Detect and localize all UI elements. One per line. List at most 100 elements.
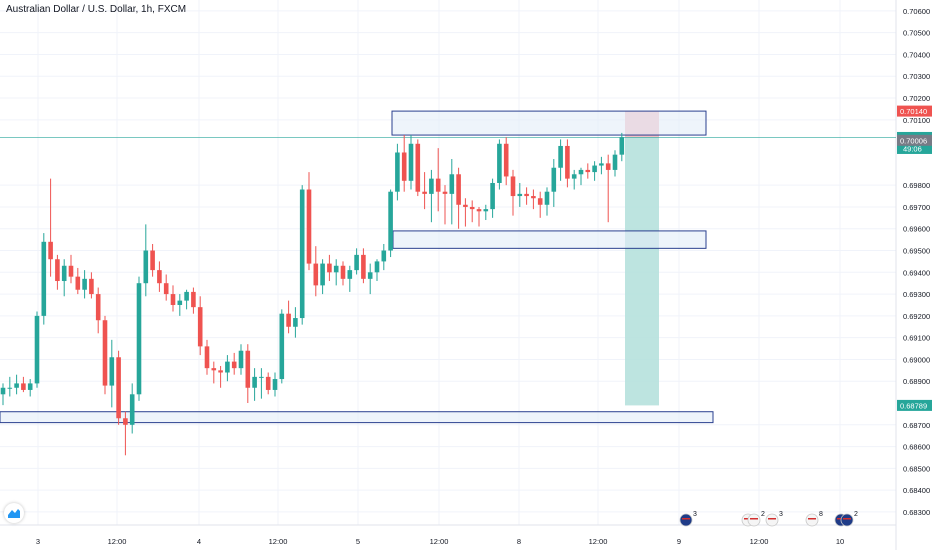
- candle-body[interactable]: [510, 176, 516, 197]
- candle-body[interactable]: [571, 174, 577, 179]
- candle-body[interactable]: [191, 291, 196, 308]
- candle-body[interactable]: [374, 261, 380, 273]
- candle-body[interactable]: [265, 376, 271, 390]
- candle-body[interactable]: [442, 191, 448, 194]
- candle-body[interactable]: [238, 350, 244, 369]
- candle-body[interactable]: [483, 209, 489, 212]
- candle-body[interactable]: [102, 320, 108, 386]
- candle-body[interactable]: [578, 169, 584, 175]
- candle-body[interactable]: [14, 383, 19, 388]
- candle-body[interactable]: [129, 394, 135, 425]
- candle-body[interactable]: [136, 283, 142, 395]
- candle-body[interactable]: [68, 265, 74, 277]
- candle-body[interactable]: [469, 206, 475, 210]
- candle-body[interactable]: [361, 254, 366, 279]
- candle-body[interactable]: [27, 383, 33, 390]
- candle-body[interactable]: [95, 294, 101, 321]
- candle-body[interactable]: [544, 191, 550, 205]
- candle-body[interactable]: [279, 313, 285, 380]
- candle-body[interactable]: [286, 313, 291, 327]
- candle-body[interactable]: [408, 143, 414, 181]
- candle-body[interactable]: [41, 241, 47, 316]
- candle-body[interactable]: [61, 265, 67, 282]
- candle-body[interactable]: [558, 145, 563, 168]
- candle-body[interactable]: [537, 198, 543, 205]
- candle-body[interactable]: [422, 191, 427, 194]
- candle-body[interactable]: [619, 137, 625, 155]
- tradingview-logo-icon[interactable]: [4, 503, 24, 523]
- candle-body[interactable]: [381, 250, 387, 262]
- au-flag-icon[interactable]: [840, 513, 854, 527]
- zone-rectangle[interactable]: [392, 230, 707, 249]
- candle-body[interactable]: [272, 379, 278, 390]
- candle-body[interactable]: [157, 270, 162, 284]
- zone-rectangle[interactable]: [391, 110, 707, 136]
- candle-body[interactable]: [354, 254, 359, 271]
- candle-body[interactable]: [435, 178, 441, 192]
- candle-body[interactable]: [225, 361, 230, 373]
- candle-body[interactable]: [75, 276, 81, 290]
- candle-body[interactable]: [449, 174, 455, 194]
- candle-body[interactable]: [463, 204, 468, 207]
- candle-body[interactable]: [252, 376, 257, 388]
- candle-body[interactable]: [184, 291, 189, 301]
- candle-body[interactable]: [299, 189, 305, 319]
- candle-body[interactable]: [109, 357, 115, 386]
- au-flag-icon[interactable]: [679, 513, 693, 527]
- candle-body[interactable]: [82, 278, 87, 290]
- candle-body[interactable]: [116, 357, 121, 419]
- candle-body[interactable]: [218, 370, 223, 373]
- candle-body[interactable]: [48, 241, 53, 260]
- candle-body[interactable]: [612, 154, 618, 170]
- candle-body[interactable]: [150, 250, 155, 271]
- candle-body[interactable]: [177, 300, 183, 305]
- candle-body[interactable]: [211, 368, 217, 371]
- candle-body[interactable]: [503, 143, 509, 177]
- candle-body[interactable]: [395, 152, 400, 192]
- candle-body[interactable]: [293, 318, 298, 327]
- us-flag-icon[interactable]: [765, 513, 779, 527]
- candle-body[interactable]: [456, 174, 461, 205]
- us-flag-icon[interactable]: [747, 513, 761, 527]
- candle-body[interactable]: [306, 189, 312, 264]
- candle-body[interactable]: [21, 383, 26, 390]
- candle-body[interactable]: [367, 272, 373, 279]
- candle-body[interactable]: [415, 143, 421, 192]
- candle-body[interactable]: [388, 191, 393, 251]
- us-flag-icon[interactable]: [805, 513, 819, 527]
- candle-body[interactable]: [565, 145, 570, 179]
- candle-body[interactable]: [55, 259, 60, 282]
- candle-body[interactable]: [320, 263, 325, 286]
- candle-body[interactable]: [585, 169, 591, 173]
- candle-body[interactable]: [170, 294, 176, 305]
- candle-body[interactable]: [245, 350, 251, 388]
- candle-body[interactable]: [163, 283, 169, 295]
- candle-body[interactable]: [605, 163, 611, 170]
- candle-body[interactable]: [259, 376, 264, 378]
- zone-rectangle[interactable]: [0, 411, 714, 424]
- candle-body[interactable]: [476, 209, 482, 212]
- candle-body[interactable]: [592, 165, 597, 173]
- candle-body[interactable]: [517, 193, 523, 197]
- candle-body[interactable]: [7, 387, 13, 389]
- candle-body[interactable]: [0, 387, 6, 395]
- candle-body[interactable]: [490, 182, 495, 210]
- candle-body[interactable]: [524, 193, 529, 197]
- candle-body[interactable]: [123, 418, 128, 425]
- candle-body[interactable]: [340, 265, 346, 279]
- candle-body[interactable]: [231, 361, 237, 369]
- candle-body[interactable]: [347, 270, 353, 279]
- candle-body[interactable]: [313, 263, 319, 286]
- candle-body[interactable]: [551, 167, 557, 192]
- candle-body[interactable]: [143, 250, 149, 284]
- candle-body[interactable]: [34, 315, 40, 384]
- candle-body[interactable]: [599, 163, 604, 166]
- candle-body[interactable]: [429, 178, 434, 194]
- candle-body[interactable]: [327, 263, 332, 273]
- candle-body[interactable]: [333, 265, 339, 273]
- candle-body[interactable]: [497, 143, 502, 183]
- candle-body[interactable]: [89, 278, 94, 295]
- candle-body[interactable]: [531, 196, 536, 199]
